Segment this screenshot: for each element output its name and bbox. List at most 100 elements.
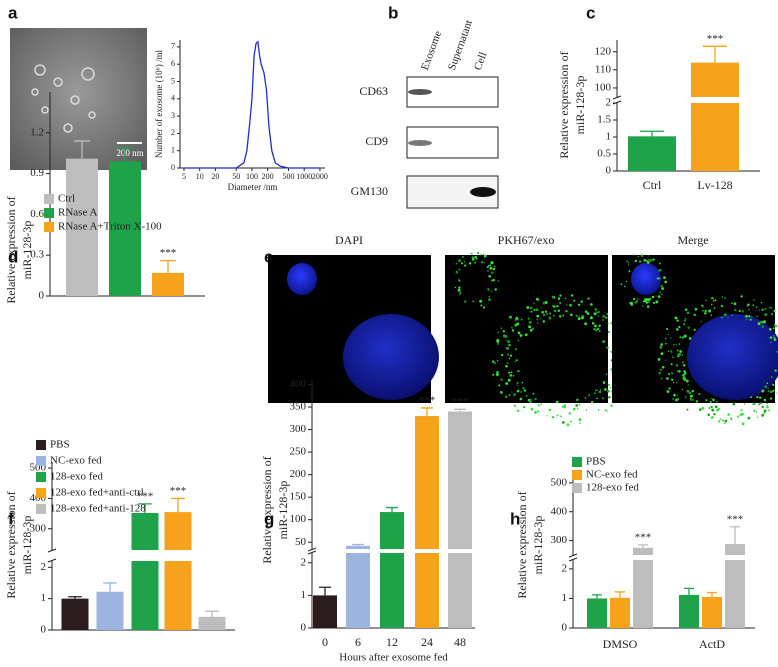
significance: *** bbox=[137, 490, 154, 502]
bar bbox=[725, 560, 745, 628]
legend-label: 128-exo fed bbox=[586, 482, 639, 494]
speckle bbox=[517, 369, 520, 373]
speckle bbox=[551, 416, 554, 418]
speckle bbox=[516, 322, 520, 326]
speckle bbox=[497, 280, 500, 282]
speckle bbox=[763, 398, 767, 402]
legend-label: PBS bbox=[50, 439, 70, 451]
speckle bbox=[773, 389, 775, 392]
speckle bbox=[523, 406, 526, 409]
speckle bbox=[761, 325, 764, 328]
speckle bbox=[720, 304, 724, 308]
bar bbox=[380, 553, 404, 628]
speckle bbox=[565, 310, 568, 313]
speckle bbox=[578, 316, 580, 318]
speckle bbox=[562, 421, 565, 424]
speckle bbox=[604, 409, 607, 412]
scale-bar-label: 200 nm bbox=[116, 148, 143, 158]
vesicles bbox=[31, 64, 96, 133]
speckle bbox=[759, 320, 763, 324]
speckle bbox=[560, 415, 562, 418]
speckle bbox=[682, 322, 686, 326]
speckle bbox=[597, 408, 600, 411]
speckle bbox=[716, 401, 718, 403]
speckle bbox=[505, 347, 508, 350]
speckle bbox=[517, 339, 520, 342]
speckle bbox=[628, 264, 630, 266]
speckle bbox=[598, 315, 600, 317]
speckle bbox=[684, 396, 687, 399]
speckle bbox=[625, 280, 628, 283]
speckle bbox=[517, 319, 519, 321]
speckle bbox=[566, 423, 570, 427]
speckle bbox=[772, 390, 774, 393]
y-tick-label: 300 bbox=[290, 423, 307, 435]
y-tick-label: 200 bbox=[290, 468, 307, 480]
speckle bbox=[505, 339, 507, 341]
protein-label: GM130 bbox=[351, 184, 388, 198]
speckle bbox=[605, 373, 608, 376]
speckle bbox=[736, 415, 739, 418]
speckle bbox=[772, 327, 775, 330]
legend-swatch bbox=[572, 470, 582, 480]
bar bbox=[131, 512, 159, 550]
speckle bbox=[528, 325, 532, 329]
speckle bbox=[603, 381, 606, 384]
speckle bbox=[593, 392, 596, 395]
speckle bbox=[578, 418, 582, 422]
speckle bbox=[515, 316, 519, 320]
speckle bbox=[490, 279, 494, 282]
error-bar bbox=[160, 259, 176, 273]
western-blot bbox=[406, 76, 499, 209]
y-tick-label: 100 bbox=[595, 81, 612, 93]
error-bar bbox=[386, 506, 398, 513]
speckle bbox=[676, 381, 678, 383]
speckle bbox=[766, 403, 768, 405]
bar bbox=[164, 561, 192, 630]
speckle bbox=[527, 398, 531, 402]
speckle bbox=[683, 334, 687, 338]
speckle bbox=[464, 300, 467, 303]
legend-swatch bbox=[44, 222, 54, 232]
speckle bbox=[535, 297, 539, 301]
speckle bbox=[559, 294, 562, 297]
speckle bbox=[577, 317, 581, 321]
speckle bbox=[528, 320, 532, 324]
bar bbox=[633, 547, 653, 555]
speckle bbox=[660, 293, 663, 296]
legend-swatch bbox=[36, 504, 46, 514]
speckle bbox=[684, 317, 687, 320]
x-tick-label: 5 bbox=[182, 172, 186, 181]
speckle bbox=[455, 262, 458, 265]
speckle bbox=[662, 288, 664, 291]
speckle bbox=[480, 304, 483, 306]
speckle bbox=[505, 382, 509, 385]
speckle bbox=[544, 301, 548, 304]
speckle bbox=[515, 359, 518, 362]
speckle bbox=[507, 340, 511, 344]
speckle bbox=[721, 316, 723, 319]
speckle bbox=[655, 295, 657, 297]
speckle bbox=[731, 314, 733, 316]
speckle bbox=[581, 316, 584, 320]
y-tick-label: 0 bbox=[39, 290, 45, 302]
speckle bbox=[636, 300, 639, 303]
y-axis-label: Relative expression of bbox=[515, 491, 529, 598]
speckle bbox=[501, 353, 504, 357]
channel-label: Merge bbox=[677, 233, 708, 247]
speckle bbox=[494, 288, 497, 291]
speckle bbox=[540, 403, 542, 405]
speckle bbox=[584, 397, 587, 399]
speckle bbox=[598, 330, 601, 332]
speckle bbox=[529, 328, 533, 332]
panel-label: f bbox=[8, 509, 14, 528]
speckle bbox=[675, 398, 678, 402]
error-bar bbox=[421, 407, 433, 417]
speckle bbox=[775, 392, 777, 394]
y-tick-label: 2 bbox=[562, 562, 568, 574]
significance: *** bbox=[160, 247, 177, 259]
error-bar bbox=[319, 586, 331, 596]
speckle bbox=[487, 270, 489, 272]
speckle bbox=[489, 264, 492, 267]
speckle bbox=[674, 316, 678, 320]
